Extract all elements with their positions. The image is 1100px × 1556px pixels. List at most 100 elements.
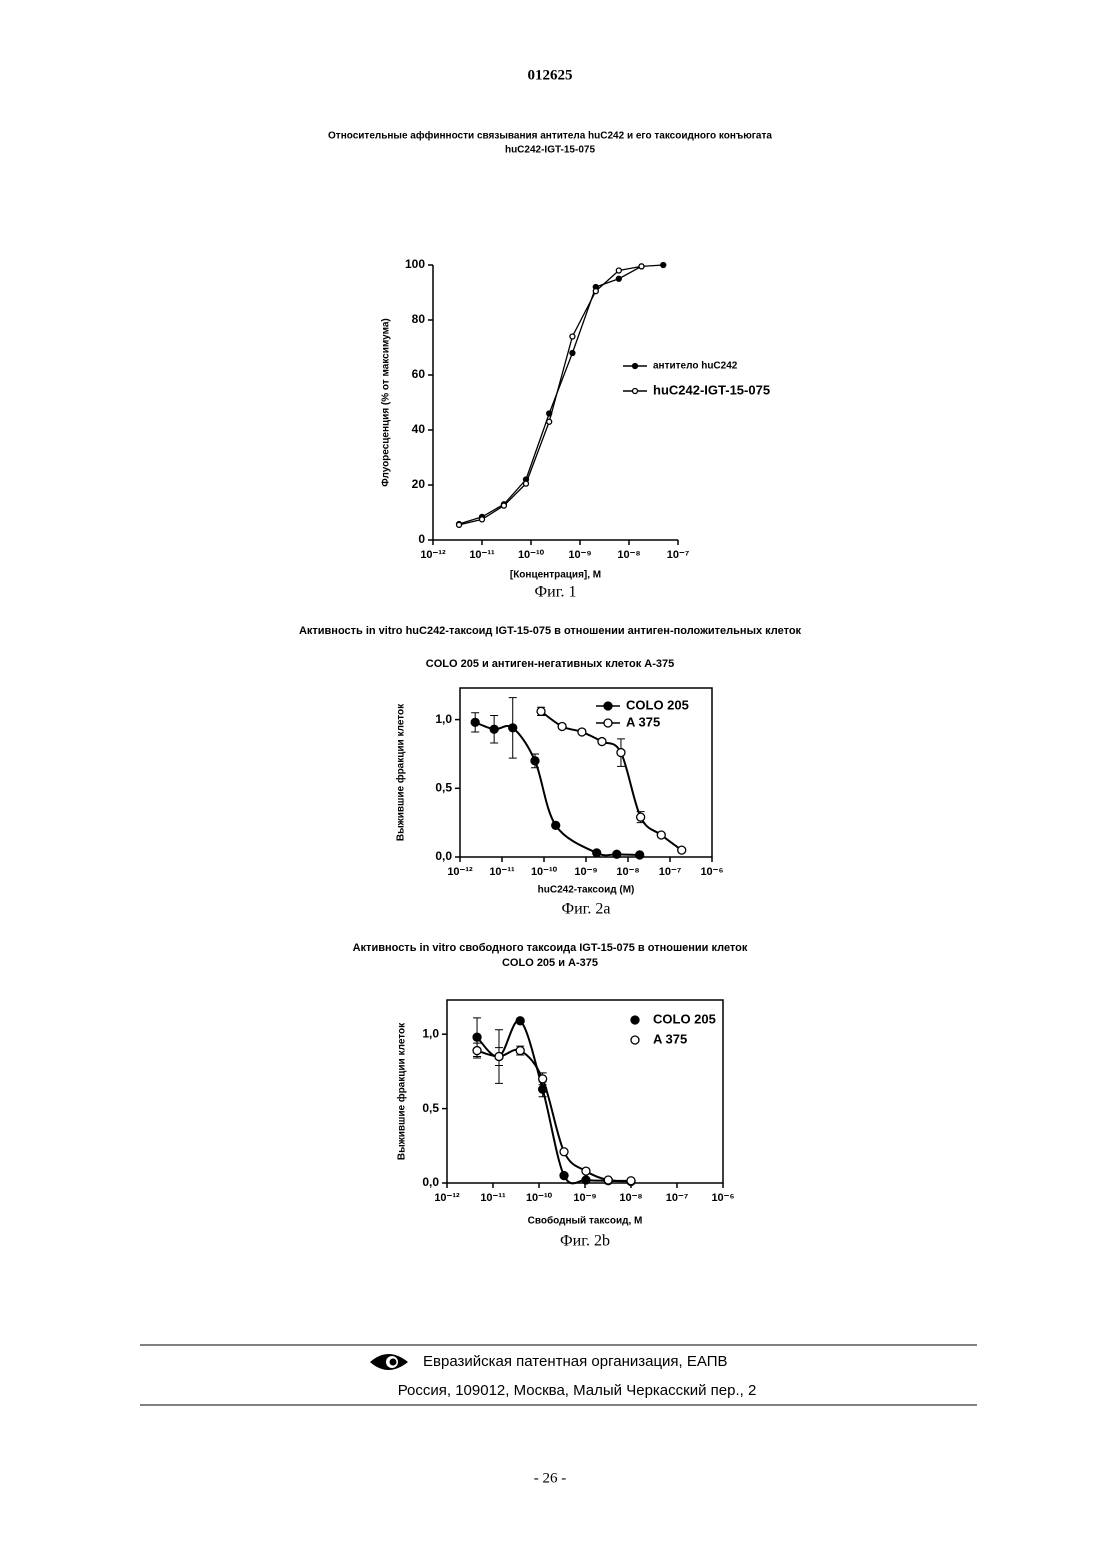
data-point	[509, 724, 517, 732]
x-tick-label: 10⁻⁶	[711, 1192, 734, 1204]
data-point	[570, 334, 575, 339]
x-tick-label: 10⁻¹¹	[489, 866, 515, 878]
series-line	[477, 1020, 631, 1183]
legend-label: COLO 205	[626, 697, 689, 712]
legend-label: антитело huC242	[653, 361, 738, 372]
y-tick-label: 1,0	[422, 1026, 439, 1040]
figure-caption: Фиг. 1	[535, 584, 577, 601]
plot-frame	[447, 1000, 723, 1183]
data-point	[495, 1053, 503, 1061]
data-point	[471, 718, 479, 726]
series-line	[475, 722, 640, 855]
y-tick-label: 0	[418, 532, 425, 546]
legend-label: COLO 205	[653, 1011, 716, 1026]
data-point	[637, 813, 645, 821]
data-point	[657, 831, 665, 839]
legend-label: huC242-IGT-15-075	[653, 382, 770, 397]
figure-caption: Фиг. 2b	[560, 1233, 610, 1250]
y-tick-label: 0,5	[422, 1101, 439, 1115]
legend-marker	[633, 389, 638, 394]
legend-marker	[631, 1036, 639, 1044]
x-axis-label: [Концентрация], М	[510, 570, 601, 581]
data-point	[516, 1017, 524, 1025]
legend-marker	[633, 364, 638, 369]
data-point	[616, 268, 621, 273]
data-point	[613, 850, 621, 858]
legend-marker	[604, 702, 612, 710]
data-point	[582, 1176, 590, 1184]
data-point	[570, 351, 575, 356]
x-tick-label: 10⁻⁷	[667, 549, 690, 561]
x-tick-label: 10⁻⁹	[568, 549, 591, 561]
x-tick-label: 10⁻⁸	[619, 1192, 642, 1204]
data-point	[547, 419, 552, 424]
data-point	[593, 849, 601, 857]
data-point	[480, 517, 485, 522]
chart-title: Активность in vitro свободного таксоида …	[353, 942, 748, 954]
y-axis-label: Выжившие фракции клеток	[395, 703, 407, 841]
y-tick-label: 0,5	[435, 780, 452, 794]
figure-caption: Фиг. 2a	[561, 901, 610, 918]
x-axis-label: huC242-таксоид (М)	[538, 885, 635, 896]
page-number: - 26 -	[534, 1470, 567, 1486]
data-point	[627, 1177, 635, 1185]
data-point	[604, 1176, 612, 1184]
data-point	[593, 289, 598, 294]
x-tick-label: 10⁻¹²	[447, 866, 473, 878]
data-point	[473, 1047, 481, 1055]
y-tick-label: 60	[412, 367, 426, 381]
page: 012625 Евразийская патентная организация…	[0, 0, 1100, 1556]
y-tick-label: 20	[412, 477, 426, 491]
x-tick-label: 10⁻⁹	[574, 866, 597, 878]
y-tick-label: 100	[405, 257, 425, 271]
series-line	[477, 1050, 631, 1181]
data-point	[537, 707, 545, 715]
data-point	[552, 821, 560, 829]
data-point	[598, 738, 606, 746]
data-point	[558, 722, 566, 730]
x-tick-label: 10⁻¹⁰	[518, 549, 545, 561]
data-point	[560, 1172, 568, 1180]
series-line	[459, 265, 663, 524]
doc-number: 012625	[528, 67, 573, 83]
legend-label: A 375	[626, 714, 660, 729]
x-tick-label: 10⁻⁸	[616, 866, 639, 878]
plot-frame	[460, 688, 712, 857]
data-point	[639, 264, 644, 269]
x-tick-label: 10⁻⁹	[573, 1192, 596, 1204]
data-point	[490, 725, 498, 733]
footer-organization: Евразийская патентная организация, ЕАПВ	[423, 1353, 728, 1370]
data-point	[617, 749, 625, 757]
y-tick-label: 1,0	[435, 712, 452, 726]
chart-title: Активность in vitro huC242-таксоид IGT-1…	[299, 625, 802, 637]
data-point	[560, 1148, 568, 1156]
chart-subtitle: COLO 205 и А-375	[502, 957, 598, 969]
x-tick-label: 10⁻⁶	[700, 866, 723, 878]
x-tick-label: 10⁻⁷	[666, 1192, 689, 1204]
data-point	[516, 1047, 524, 1055]
legend-marker	[604, 719, 612, 727]
chart-subtitle: huC242-IGT-15-075	[505, 145, 595, 156]
data-point	[523, 481, 528, 486]
data-point	[531, 757, 539, 765]
data-point	[539, 1075, 547, 1083]
y-axis-label: Флуоресценция (% от максимума)	[381, 318, 392, 486]
x-tick-label: 10⁻¹¹	[480, 1192, 506, 1204]
document: 012625 Евразийская патентная организация…	[0, 0, 1100, 1556]
x-tick-label: 10⁻⁸	[617, 549, 640, 561]
y-tick-label: 0,0	[422, 1175, 439, 1189]
x-tick-label: 10⁻¹⁰	[526, 1192, 553, 1204]
legend-marker	[631, 1016, 639, 1024]
data-point	[616, 276, 621, 281]
data-point	[678, 846, 686, 854]
logo	[370, 1354, 408, 1370]
x-tick-label: 10⁻¹²	[420, 549, 446, 561]
x-tick-label: 10⁻¹²	[434, 1192, 460, 1204]
data-point	[578, 728, 586, 736]
data-point	[636, 851, 644, 859]
legend-label: A 375	[653, 1031, 687, 1046]
chart-subtitle: COLO 205 и антиген-негативных клеток А-3…	[426, 658, 675, 670]
data-point	[473, 1033, 481, 1041]
y-tick-label: 0,0	[435, 849, 452, 863]
y-axis-label: Выжившие фракции клеток	[396, 1022, 408, 1160]
